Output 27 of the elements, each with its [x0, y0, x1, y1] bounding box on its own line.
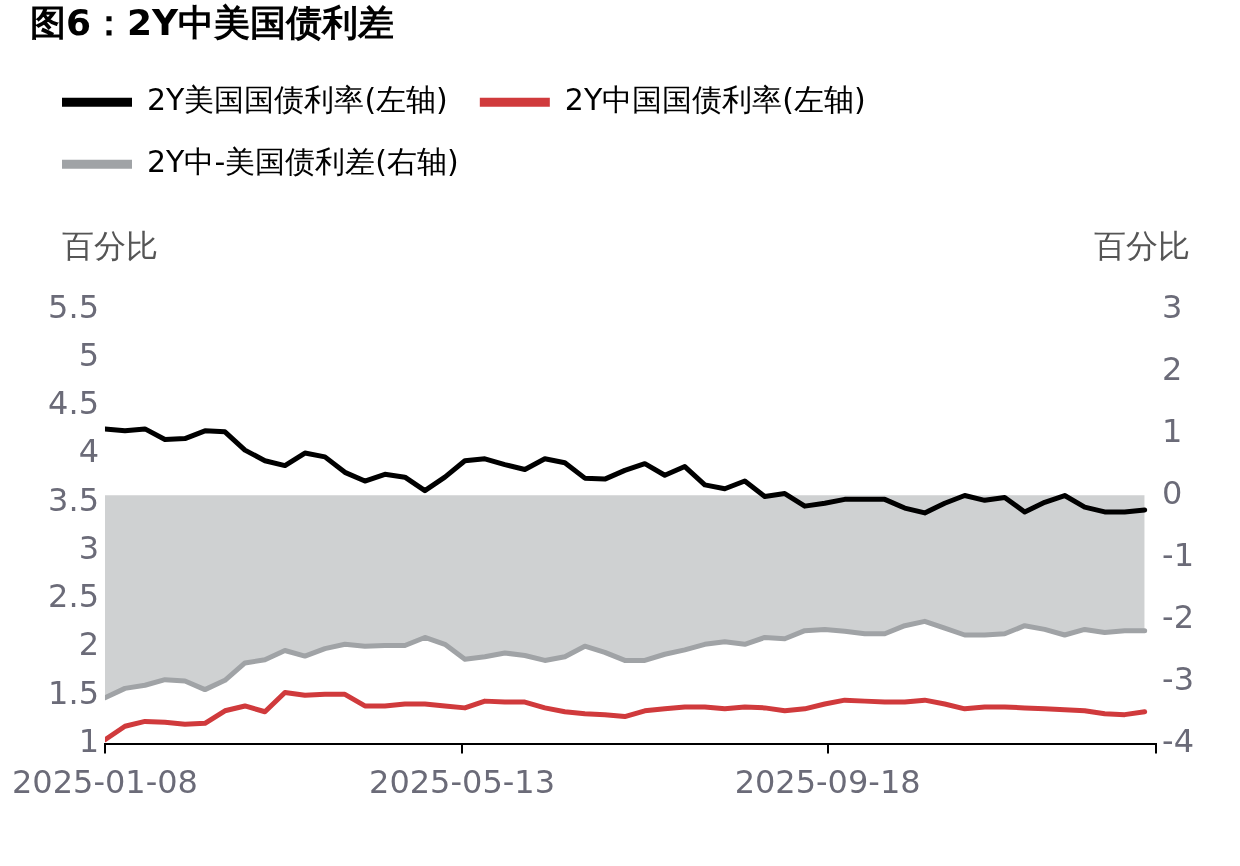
- y2-tick-label: -3: [1162, 659, 1194, 698]
- x-tick-label: 2025-01-08: [12, 763, 198, 802]
- legend-label: 2Y美国国债利率(左轴): [147, 82, 448, 117]
- y-tick-label: 3: [78, 528, 99, 567]
- y-tick-label: 1.5: [48, 673, 99, 712]
- y-tick-label: 4.5: [48, 384, 99, 423]
- legend-label: 2Y中-美国债利差(右轴): [147, 144, 459, 179]
- y2-tick-label: -2: [1162, 597, 1194, 636]
- y-tick-label: 3.5: [48, 480, 99, 519]
- y-tick-label: 1: [78, 721, 99, 760]
- y2-tick-label: 0: [1162, 473, 1183, 512]
- y2-tick-label: 2: [1162, 349, 1183, 388]
- legend-label: 2Y中国国债利率(左轴): [564, 82, 866, 117]
- y-tick-label: 5: [78, 335, 99, 374]
- y-tick-label: 2.5: [48, 577, 99, 616]
- x-tick-label: 2025-09-18: [734, 763, 921, 802]
- y2-tick-label: 3: [1162, 287, 1183, 326]
- y-tick-label: 5.5: [48, 287, 99, 326]
- y2-axis-title: 百分比: [1094, 226, 1190, 265]
- y2-tick-label: -1: [1162, 535, 1194, 574]
- chart-title: 图6：2Y中美国债利差: [30, 1, 395, 43]
- y2-tick-label: -4: [1162, 721, 1194, 760]
- y-tick-label: 2: [78, 625, 99, 664]
- y-axis-title: 百分比: [62, 226, 159, 265]
- y-tick-label: 4: [78, 432, 99, 471]
- y2-tick-label: 1: [1162, 411, 1183, 450]
- x-tick-label: 2025-05-13: [369, 763, 555, 802]
